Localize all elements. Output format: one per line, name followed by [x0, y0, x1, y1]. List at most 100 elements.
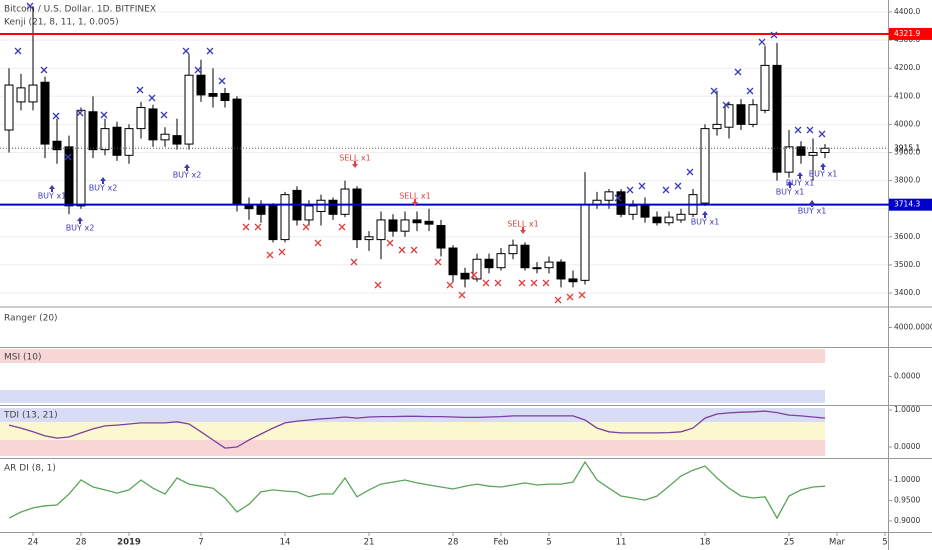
- candle-body: [604, 191, 614, 201]
- candle-body: [580, 203, 590, 281]
- x-marker: [542, 279, 550, 287]
- candle-body: [532, 267, 542, 270]
- x-marker: [626, 186, 634, 194]
- candle-body: [712, 123, 722, 130]
- x-marker: [662, 186, 670, 194]
- x-marker: [818, 130, 826, 138]
- candle-body: [652, 216, 662, 224]
- x-marker: [638, 182, 646, 190]
- x-marker: [710, 87, 718, 95]
- y-tick-label: 0.0000: [894, 372, 920, 381]
- x-marker: [734, 68, 742, 76]
- x-marker: [578, 291, 586, 299]
- candle-body: [184, 74, 194, 145]
- x-marker: [14, 47, 22, 55]
- x-marker: [530, 279, 538, 287]
- x-tick-label: 18: [700, 538, 711, 548]
- signal-label: SELL x1: [507, 220, 538, 229]
- y-tick-label: 4100.0: [894, 91, 920, 100]
- candle-body: [820, 147, 830, 153]
- signal-label: SELL x1: [339, 154, 370, 163]
- candle-body: [628, 205, 638, 215]
- panel-title: MSI (10): [4, 353, 41, 363]
- x-tick-label: 28: [76, 538, 87, 548]
- msi-band: [0, 349, 825, 363]
- candle-body: [700, 128, 710, 204]
- x-marker: [614, 194, 622, 202]
- x-marker: [374, 281, 382, 289]
- x-tick-label: 11: [616, 538, 627, 548]
- candle-body: [16, 87, 26, 103]
- candle-body: [676, 213, 686, 221]
- signal-arrow: [787, 181, 793, 188]
- x-tick-label: 7: [198, 538, 203, 548]
- signal-arrow: [49, 185, 55, 192]
- chart-title: Bitcoin / U.S. Dollar, 1D, BITFINEX: [4, 5, 156, 15]
- y-tick-label: 0.9500: [894, 496, 920, 505]
- x-marker: [722, 101, 730, 109]
- candle-body: [736, 104, 746, 125]
- x-marker: [136, 86, 144, 94]
- x-marker: [470, 271, 478, 279]
- level-label-bg: [889, 198, 932, 211]
- y-tick-label: 0.9000: [894, 516, 920, 525]
- x-tick-label: Feb: [493, 538, 508, 548]
- candle-body: [52, 140, 62, 151]
- y-tick-label: 3500.0: [894, 260, 920, 269]
- x-marker: [254, 223, 262, 231]
- signal-label: BUY x1: [38, 192, 67, 201]
- signal-arrow: [412, 199, 418, 206]
- candle-body: [412, 219, 422, 224]
- x-marker: [398, 246, 406, 254]
- x-marker: [410, 246, 418, 254]
- y-tick-label: 4200.0: [894, 63, 920, 72]
- signal-arrow: [77, 217, 83, 224]
- signal-label: BUY x2: [173, 171, 202, 180]
- x-tick-label: 5: [546, 538, 551, 548]
- y-tick-label: 4400.0: [894, 7, 920, 16]
- x-marker: [160, 111, 168, 119]
- candle-body: [232, 98, 242, 205]
- candle-body: [280, 194, 290, 241]
- y-tick-label: 4000.0: [894, 119, 920, 128]
- x-marker: [64, 153, 72, 161]
- x-tick-label: 21: [364, 538, 375, 548]
- candle-body: [772, 64, 782, 173]
- candle-body: [88, 111, 98, 151]
- x-marker: [566, 293, 574, 301]
- candle-body: [352, 188, 362, 241]
- chart-subtitle: Kenji (21, 8, 11, 1, 0.005): [4, 18, 119, 28]
- level-label-bg: [889, 27, 932, 40]
- candle-body: [568, 278, 578, 283]
- y-tick-label: 0.0000: [894, 442, 920, 451]
- x-marker: [26, 2, 34, 10]
- candle-body: [256, 203, 266, 215]
- signal-arrow: [797, 172, 803, 179]
- x-marker: [458, 291, 466, 299]
- candle-body: [40, 81, 50, 145]
- candle-body: [472, 258, 482, 280]
- candle-body: [388, 219, 398, 232]
- last-price-label: 3915.1: [894, 143, 920, 152]
- candle-body: [196, 74, 206, 96]
- candle-body: [4, 84, 14, 131]
- x-marker: [314, 239, 322, 247]
- x-tick-label: 25: [784, 538, 795, 548]
- x-marker: [302, 223, 310, 231]
- x-tick-label: 28: [448, 538, 459, 548]
- candle-body: [748, 104, 758, 125]
- y-tick-label: 3900.0: [894, 147, 920, 156]
- x-marker: [806, 126, 814, 134]
- signal-label: BUY x2: [89, 184, 118, 193]
- candle-body: [376, 219, 386, 241]
- candle-body: [508, 244, 518, 255]
- candle-body: [556, 261, 566, 280]
- candle-body: [136, 107, 146, 130]
- x-marker: [674, 182, 682, 190]
- x-tick-label: 14: [280, 538, 291, 548]
- candle-body: [436, 225, 446, 249]
- signal-arrow: [184, 164, 190, 171]
- candle-body: [172, 135, 182, 145]
- x-marker: [770, 31, 778, 39]
